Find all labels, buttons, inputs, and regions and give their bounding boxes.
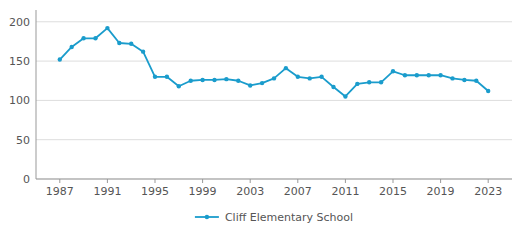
point bbox=[212, 78, 216, 82]
y-tick-label: 50 bbox=[16, 134, 30, 147]
x-tick-label: 2007 bbox=[284, 185, 312, 198]
point bbox=[153, 75, 157, 79]
point bbox=[177, 84, 181, 88]
line bbox=[60, 28, 488, 96]
point bbox=[272, 76, 276, 80]
grid-line bbox=[36, 100, 512, 101]
point bbox=[462, 78, 466, 82]
x-tick bbox=[202, 179, 203, 183]
point bbox=[105, 26, 109, 30]
point bbox=[486, 89, 490, 93]
x-tick-label: 2023 bbox=[474, 185, 502, 198]
point bbox=[224, 77, 228, 81]
grid-line bbox=[36, 61, 512, 62]
point bbox=[129, 42, 133, 46]
point bbox=[260, 81, 264, 85]
grid-line bbox=[36, 21, 512, 22]
point bbox=[438, 73, 442, 77]
x-tick-label: 2011 bbox=[331, 185, 359, 198]
point bbox=[248, 83, 252, 87]
point bbox=[474, 79, 478, 83]
x-tick bbox=[155, 179, 156, 183]
x-tick bbox=[59, 179, 60, 183]
x-tick bbox=[393, 179, 394, 183]
point bbox=[319, 75, 323, 79]
point bbox=[284, 66, 288, 70]
point bbox=[81, 36, 85, 40]
x-tick-label: 2015 bbox=[379, 185, 407, 198]
point bbox=[367, 80, 371, 84]
y-tick-label: 150 bbox=[9, 55, 30, 68]
point bbox=[308, 76, 312, 80]
x-tick-label: 1999 bbox=[189, 185, 217, 198]
point bbox=[141, 49, 145, 53]
legend: Cliff Elementary School bbox=[195, 211, 353, 224]
x-tick bbox=[488, 179, 489, 183]
legend-label: Cliff Elementary School bbox=[225, 211, 353, 224]
point bbox=[355, 82, 359, 86]
point bbox=[403, 73, 407, 77]
x-tick-label: 1987 bbox=[46, 185, 74, 198]
grid-line bbox=[36, 139, 512, 140]
x-tick-label: 1991 bbox=[93, 185, 121, 198]
point bbox=[296, 75, 300, 79]
point bbox=[165, 75, 169, 79]
point bbox=[450, 76, 454, 80]
point bbox=[200, 78, 204, 82]
legend-marker bbox=[205, 215, 209, 219]
x-tick bbox=[297, 179, 298, 183]
point bbox=[70, 45, 74, 49]
x-tick bbox=[250, 179, 251, 183]
y-axis-line bbox=[36, 10, 37, 179]
y-tick-label: 200 bbox=[9, 16, 30, 29]
y-tick-label: 100 bbox=[9, 94, 30, 107]
point bbox=[236, 79, 240, 83]
point bbox=[379, 80, 383, 84]
x-tick-label: 2019 bbox=[427, 185, 455, 198]
point bbox=[117, 41, 121, 45]
point bbox=[343, 94, 347, 98]
plot-area bbox=[58, 26, 491, 99]
point bbox=[391, 69, 395, 73]
point bbox=[189, 79, 193, 83]
y-tick-label: 0 bbox=[23, 173, 30, 186]
chart: 0 50 100 150 200 1987 1991 1995 1999 2003 2007 2011… bbox=[0, 0, 524, 229]
point bbox=[93, 36, 97, 40]
point bbox=[58, 57, 62, 61]
x-tick bbox=[107, 179, 108, 183]
point bbox=[427, 73, 431, 77]
y-grid bbox=[36, 22, 512, 179]
x-tick-label: 2003 bbox=[236, 185, 264, 198]
point bbox=[415, 73, 419, 77]
x-tick bbox=[345, 179, 346, 183]
x-tick-label: 1995 bbox=[141, 185, 169, 198]
point bbox=[331, 85, 335, 89]
x-tick bbox=[440, 179, 441, 183]
